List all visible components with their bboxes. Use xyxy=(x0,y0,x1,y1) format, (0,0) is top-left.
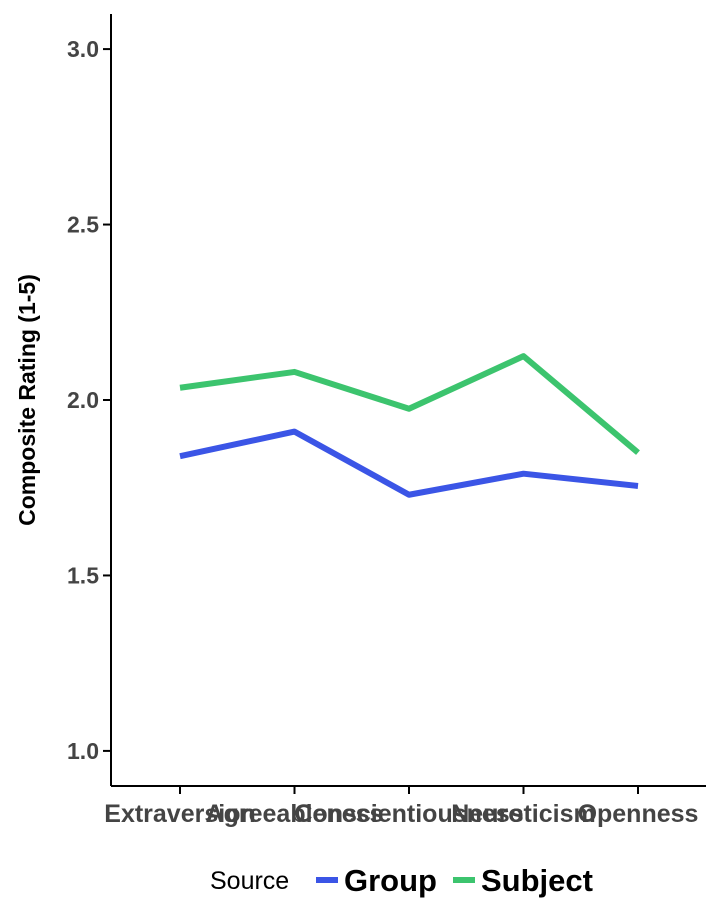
legend-label-subject: Subject xyxy=(481,863,593,898)
y-axis-ticks: 1.0 1.5 2.0 2.5 3.0 xyxy=(67,36,111,764)
y-axis-title: Composite Rating (1-5) xyxy=(14,274,40,526)
legend-title: Source xyxy=(210,867,289,895)
x-tick-label: Agreeableness xyxy=(206,800,384,828)
x-tick-label: Conscientiousness xyxy=(294,800,523,828)
x-tick-label: Neuroticism xyxy=(451,800,595,828)
x-tick-label: Openness xyxy=(578,800,699,828)
y-tick-label: 1.5 xyxy=(67,562,99,588)
legend-label-group: Group xyxy=(344,863,437,898)
legend: Source Group Subject xyxy=(210,863,593,898)
series-line-subject xyxy=(179,353,640,455)
y-tick-label: 2.5 xyxy=(67,212,99,238)
x-tick-label: Extraversion xyxy=(104,800,255,828)
series-lines xyxy=(179,353,640,498)
series-line-group xyxy=(179,428,639,498)
y-tick-label: 3.0 xyxy=(67,36,99,62)
x-axis-ticks: ExtraversionAgreeablenessConscientiousne… xyxy=(104,786,698,828)
y-tick-label: 2.0 xyxy=(67,387,99,413)
y-tick-label: 1.0 xyxy=(67,738,99,764)
